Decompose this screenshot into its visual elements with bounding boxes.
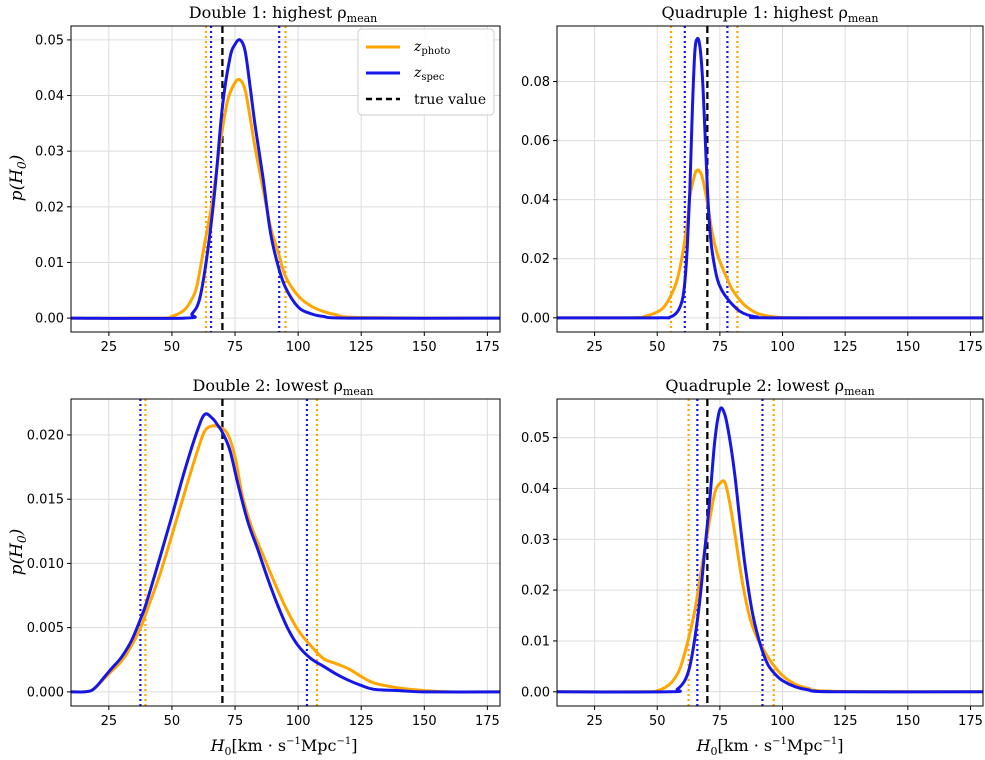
- series-line-z_photo: [71, 77, 500, 320]
- y-axis-label-bottom: p(H0): [7, 529, 29, 576]
- axes-frame: [556, 25, 984, 333]
- x-tick-label: 25: [586, 340, 603, 355]
- legend-photo-label: zphoto: [413, 39, 450, 57]
- y-tick-label: 0.015: [27, 493, 64, 508]
- y-tick-label: 0.02: [521, 584, 550, 599]
- series-line-z_spec: [557, 36, 983, 320]
- panel-title: Double 1: highest ρmean: [189, 3, 378, 25]
- y-tick-label: 0.02: [521, 252, 550, 267]
- axes-frame: [70, 25, 501, 333]
- x-tick-label: 25: [586, 714, 603, 729]
- plot-area: [71, 399, 500, 706]
- x-axis-label-left: H0[km · s−1Mpc−1]: [210, 736, 358, 758]
- legend-truth-label: true value: [414, 92, 486, 108]
- y-axis-label-top: p(H0): [7, 155, 29, 202]
- panel-title: Quadruple 2: lowest ρmean: [665, 376, 874, 398]
- x-tick-label: 175: [958, 714, 983, 729]
- y-tick-label: 0.01: [521, 634, 550, 649]
- y-tick-label: 0.00: [521, 311, 550, 326]
- x-tick-label: 175: [475, 714, 500, 729]
- y-tick-label: 0.05: [521, 431, 550, 446]
- y-tick-label: 0.01: [35, 256, 64, 271]
- x-tick-label: 50: [649, 340, 666, 355]
- x-tick-label: 25: [101, 714, 118, 729]
- y-tick-label: 0.05: [35, 33, 64, 48]
- series-line-z_spec: [71, 38, 500, 320]
- series-line-z_photo: [557, 479, 983, 694]
- x-tick-label: 75: [227, 714, 244, 729]
- y-tick-label: 0.020: [27, 428, 64, 443]
- x-axis-label-right: H0[km · s−1Mpc−1]: [696, 736, 844, 758]
- x-tick-label: 100: [286, 340, 311, 355]
- x-tick-label: 150: [895, 714, 920, 729]
- y-tick-label: 0.000: [27, 685, 64, 700]
- y-tick-label: 0.010: [27, 557, 64, 572]
- panel-quadruple-2: Quadruple 2: lowest ρmean 25 50 75 100 125 15…: [521, 376, 984, 729]
- axes-frame: [556, 398, 984, 707]
- x-tick-label: 150: [895, 340, 920, 355]
- y-tick-label: 0.04: [35, 89, 64, 104]
- x-tick-label: 175: [958, 340, 983, 355]
- x-tick-label: 125: [349, 340, 374, 355]
- y-tick-label: 0.00: [521, 685, 550, 700]
- x-tick-label: 150: [412, 714, 437, 729]
- y-tick-label: 0.08: [521, 75, 550, 90]
- x-tick-label: 25: [101, 340, 118, 355]
- panel-double-2: Double 2: lowest ρmean 25 50 75 100 125 150 17…: [27, 376, 501, 729]
- y-tick-label: 0.00: [35, 312, 64, 327]
- x-tick-label: 125: [833, 714, 858, 729]
- y-tick-label: 0.03: [35, 145, 64, 160]
- x-tick-label: 50: [164, 340, 181, 355]
- plot-area: [71, 26, 500, 332]
- y-tick-label: 0.06: [521, 134, 550, 149]
- x-tick-label: 125: [349, 714, 374, 729]
- x-tick-label: 175: [475, 340, 500, 355]
- legend: zphoto zspec true value: [357, 28, 495, 116]
- x-tick-label: 100: [770, 714, 795, 729]
- x-tick-label: 150: [412, 340, 437, 355]
- x-tick-label: 125: [833, 340, 858, 355]
- panel-quadruple-1: Quadruple 1: highest ρmean 25 50 75 100 125 1…: [521, 3, 984, 355]
- y-tick-label: 0.04: [521, 482, 550, 497]
- x-tick-label: 50: [164, 714, 181, 729]
- axes-frame: [70, 398, 501, 707]
- panel-title: Quadruple 1: highest ρmean: [662, 3, 879, 25]
- panel-title: Double 2: lowest ρmean: [193, 376, 374, 398]
- legend-spec-label: zspec: [413, 65, 445, 83]
- y-tick-label: 0.03: [521, 533, 550, 548]
- x-tick-label: 75: [712, 714, 729, 729]
- x-tick-label: 100: [770, 340, 795, 355]
- y-tick-label: 0.02: [35, 200, 64, 215]
- x-tick-label: 100: [286, 714, 311, 729]
- series-line-z_photo: [71, 424, 500, 694]
- series-line-z_spec: [557, 406, 983, 694]
- plot-area: [557, 26, 983, 332]
- series-line-z_photo: [557, 168, 983, 320]
- panel-double-1: Double 1: highest ρmean 25 50 75 100 125 150 1…: [35, 3, 501, 355]
- x-tick-label: 75: [227, 340, 244, 355]
- series-line-z_spec: [71, 412, 500, 694]
- y-tick-label: 0.04: [521, 193, 550, 208]
- y-tick-label: 0.005: [27, 621, 64, 636]
- x-tick-label: 75: [712, 340, 729, 355]
- plot-area: [557, 399, 983, 706]
- x-tick-label: 50: [649, 714, 666, 729]
